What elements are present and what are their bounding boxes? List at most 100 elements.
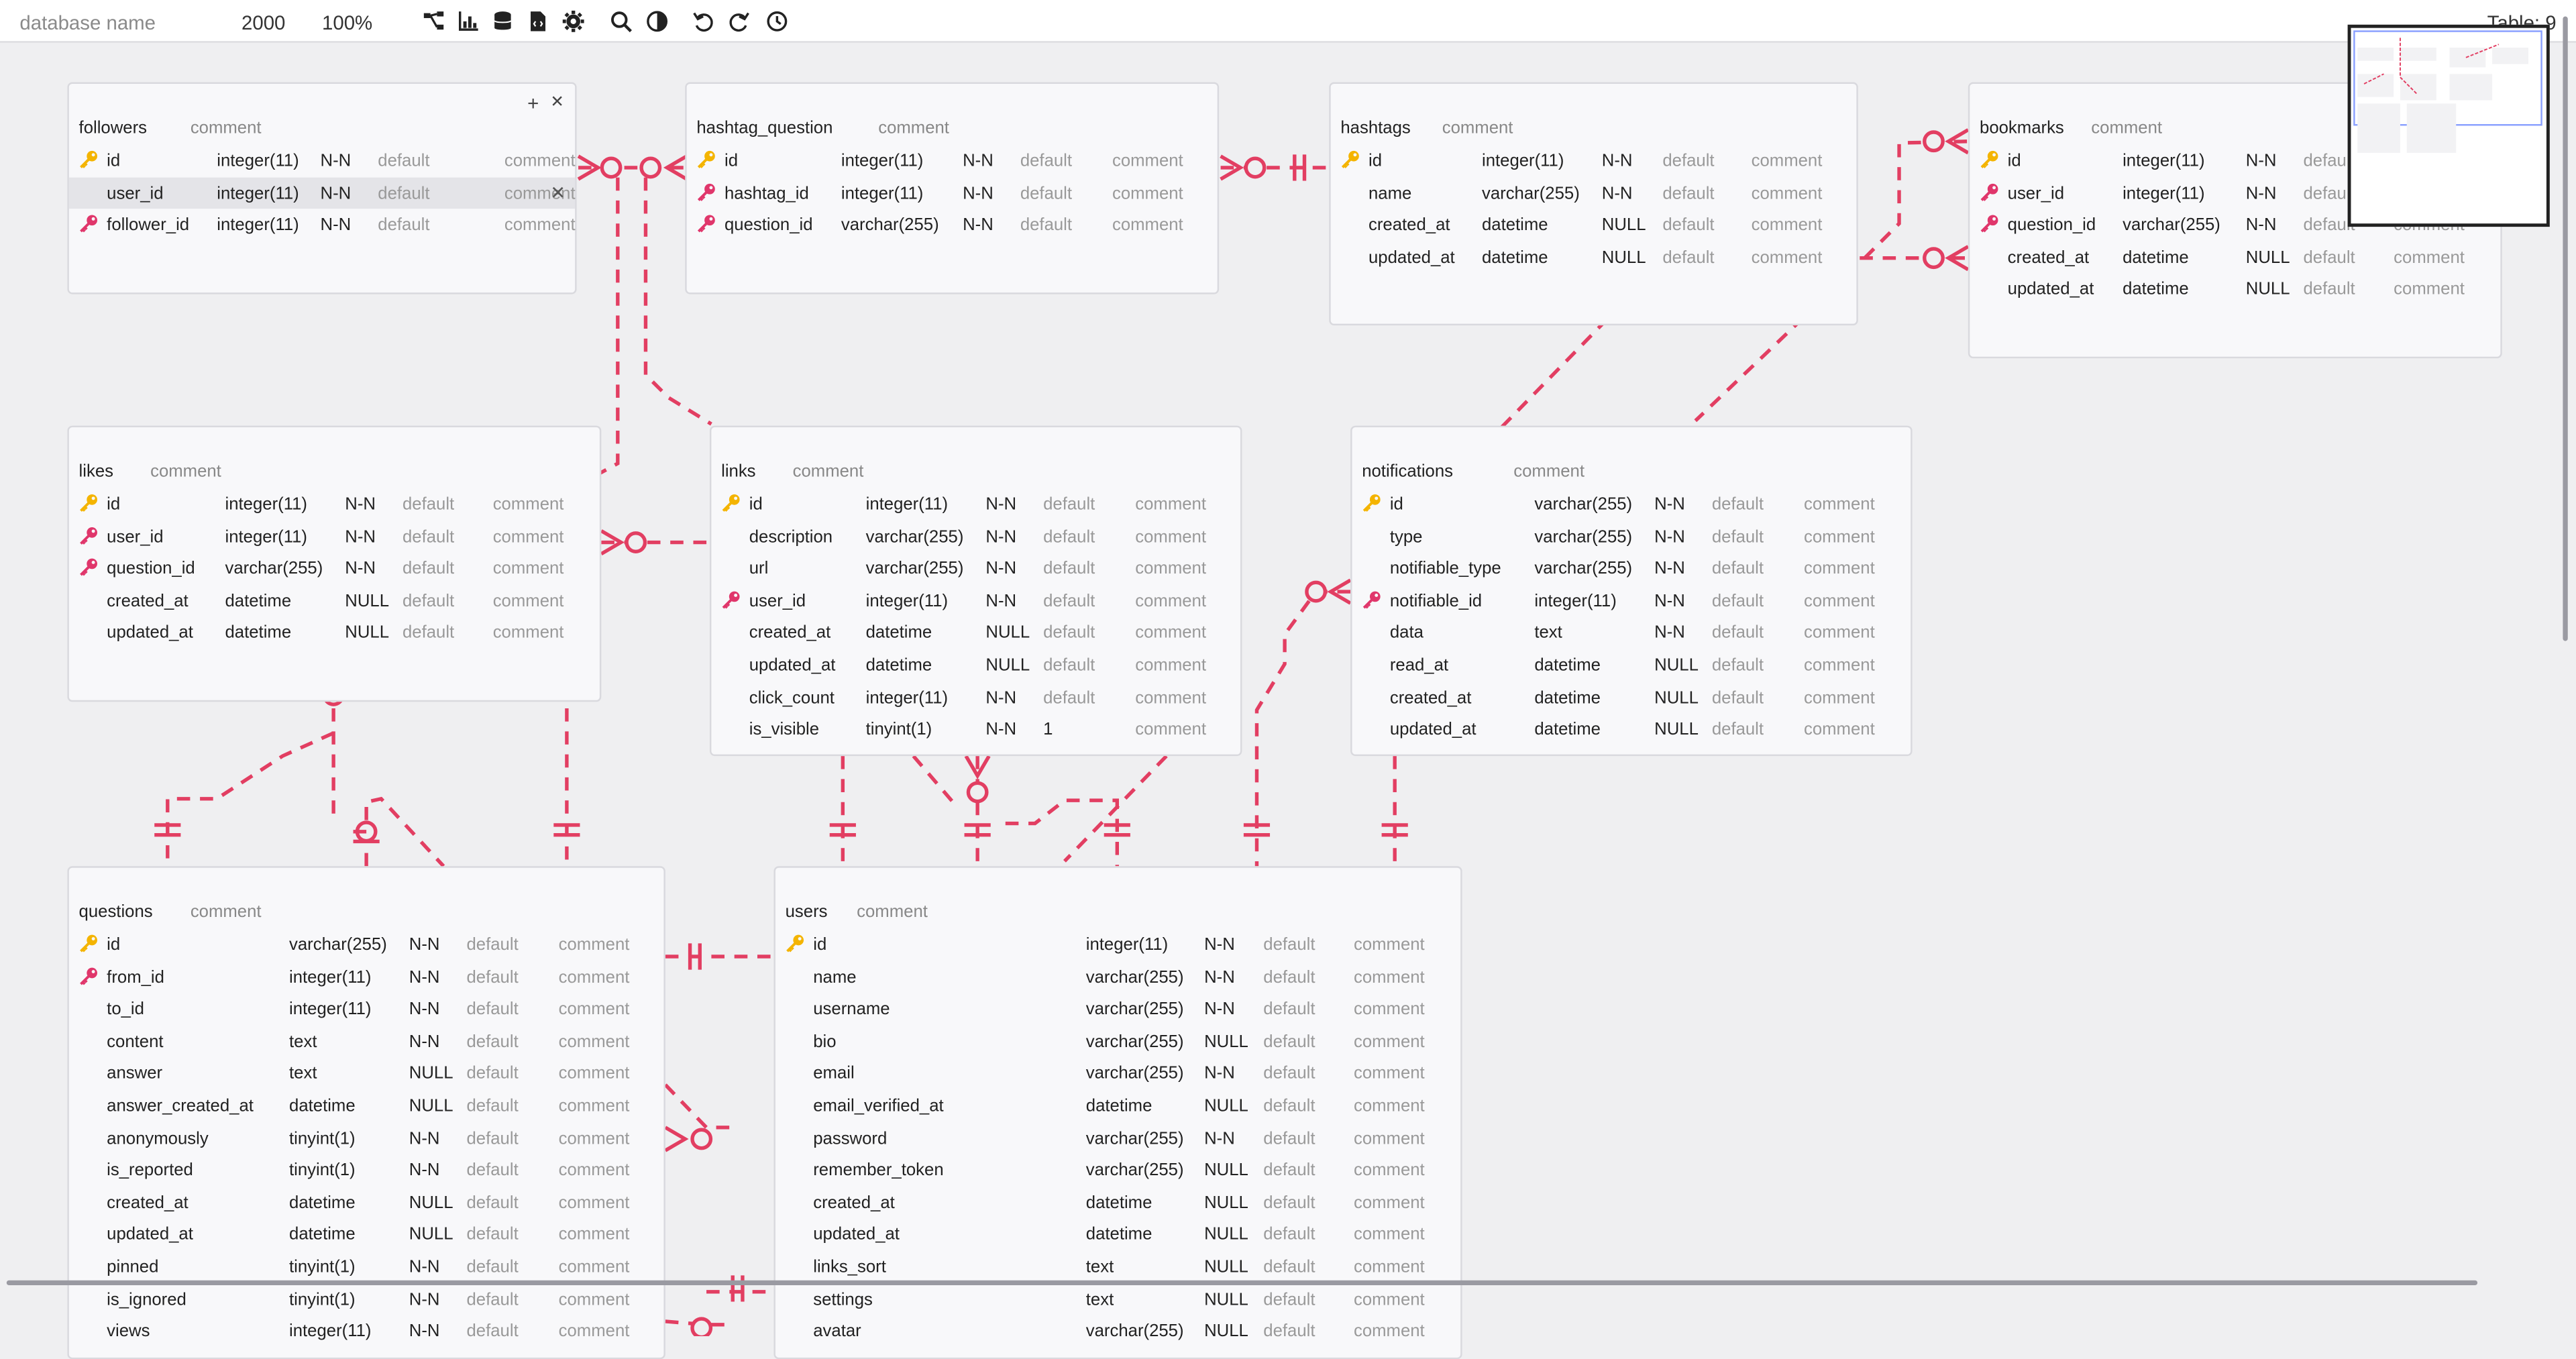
- delete-column-icon[interactable]: ✕: [550, 183, 566, 203]
- code-file-icon[interactable]: [526, 10, 549, 33]
- column-nullable[interactable]: N-N: [1204, 1128, 1235, 1148]
- column-default[interactable]: default: [402, 591, 455, 611]
- column-row[interactable]: is_ignored tinyint(1) N-N default comment: [69, 1283, 664, 1315]
- column-name[interactable]: email: [813, 1064, 855, 1084]
- column-nullable[interactable]: N-N: [963, 215, 994, 235]
- column-row[interactable]: updated_at datetime NULL default comment: [1352, 714, 1911, 746]
- column-default[interactable]: default: [1711, 591, 1764, 611]
- column-name[interactable]: to_id: [107, 999, 144, 1020]
- column-default[interactable]: default: [1263, 1096, 1316, 1116]
- column-nullable[interactable]: NULL: [1204, 1032, 1248, 1052]
- column-default[interactable]: default: [466, 1225, 519, 1245]
- column-name[interactable]: pinned: [107, 1257, 159, 1277]
- column-nullable[interactable]: NULL: [1204, 1257, 1248, 1277]
- column-comment[interactable]: comment: [1112, 215, 1183, 235]
- column-row[interactable]: created_at datetime NULL default comment: [1352, 682, 1911, 714]
- column-name[interactable]: created_at: [1389, 688, 1472, 708]
- column-name[interactable]: answer_created_at: [107, 1096, 254, 1116]
- column-type[interactable]: tinyint(1): [289, 1257, 356, 1277]
- column-comment[interactable]: comment: [1751, 151, 1823, 171]
- column-type[interactable]: integer(11): [217, 183, 299, 203]
- add-column-icon[interactable]: +: [527, 92, 539, 115]
- diagram-canvas[interactable]: followers comment + ✕ id integer(11) N-N defaul…: [0, 43, 2576, 1359]
- vertical-scrollbar[interactable]: [2563, 16, 2568, 641]
- column-comment[interactable]: comment: [558, 967, 630, 987]
- column-name[interactable]: id: [107, 935, 121, 955]
- column-type[interactable]: varchar(255): [289, 935, 387, 955]
- delete-table-icon[interactable]: ✕: [550, 93, 564, 112]
- column-nullable[interactable]: N-N: [985, 720, 1017, 741]
- column-nullable[interactable]: N-N: [1204, 967, 1235, 987]
- column-row[interactable]: links_sort text NULL default comment: [775, 1251, 1460, 1283]
- column-name[interactable]: remember_token: [813, 1160, 944, 1181]
- column-comment[interactable]: comment: [558, 1096, 630, 1116]
- column-type[interactable]: varchar(255): [1534, 494, 1633, 514]
- column-nullable[interactable]: NULL: [1654, 655, 1699, 676]
- column-row[interactable]: updated_at datetime NULL default comment: [69, 1219, 664, 1251]
- table-name[interactable]: likes: [78, 461, 114, 482]
- column-row[interactable]: question_id varchar(255) N-N default comment: [687, 209, 1218, 241]
- column-default[interactable]: default: [1711, 494, 1764, 514]
- column-nullable[interactable]: NULL: [2245, 280, 2290, 300]
- column-comment[interactable]: comment: [1353, 967, 1425, 987]
- column-default[interactable]: default: [1662, 248, 1715, 268]
- column-type[interactable]: datetime: [1481, 215, 1548, 235]
- column-type[interactable]: text: [1534, 623, 1562, 643]
- column-name[interactable]: updated_at: [1389, 720, 1477, 741]
- column-name[interactable]: id: [813, 935, 827, 955]
- column-default[interactable]: default: [1711, 527, 1764, 547]
- column-type[interactable]: varchar(255): [1085, 967, 1184, 987]
- column-type[interactable]: varchar(255): [865, 559, 964, 579]
- column-name[interactable]: is_visible: [749, 720, 820, 741]
- column-type[interactable]: integer(11): [1085, 935, 1169, 955]
- column-row[interactable]: answer_created_at datetime NULL default comm…: [69, 1089, 664, 1122]
- auto-layout-icon[interactable]: [422, 10, 445, 33]
- column-type[interactable]: text: [1085, 1289, 1114, 1309]
- column-type[interactable]: integer(11): [289, 967, 372, 987]
- column-name[interactable]: created_at: [2007, 248, 2090, 268]
- column-comment[interactable]: comment: [558, 1321, 630, 1342]
- column-comment[interactable]: comment: [1353, 1096, 1425, 1116]
- table-hashtag-question[interactable]: hashtag_question comment id integer(11) N-N d…: [685, 82, 1220, 294]
- column-default[interactable]: default: [1263, 999, 1316, 1020]
- column-nullable[interactable]: N-N: [985, 591, 1017, 611]
- column-row[interactable]: updated_at datetime NULL default comment: [69, 617, 600, 649]
- column-comment[interactable]: comment: [1803, 720, 1875, 741]
- column-comment[interactable]: comment: [1353, 1289, 1425, 1309]
- column-type[interactable]: varchar(255): [841, 215, 939, 235]
- column-name[interactable]: updated_at: [2007, 280, 2094, 300]
- canvas-size-input[interactable]: 2000: [241, 11, 286, 35]
- column-comment[interactable]: comment: [1353, 1160, 1425, 1181]
- column-name[interactable]: updated_at: [749, 655, 836, 676]
- column-type[interactable]: text: [1085, 1257, 1114, 1277]
- column-default[interactable]: default: [1043, 655, 1095, 676]
- column-name[interactable]: created_at: [1368, 215, 1450, 235]
- column-default[interactable]: default: [1043, 591, 1095, 611]
- column-type[interactable]: varchar(255): [1085, 1032, 1184, 1052]
- column-default[interactable]: default: [402, 527, 455, 547]
- column-type[interactable]: tinyint(1): [865, 720, 932, 741]
- column-comment[interactable]: comment: [558, 1289, 630, 1309]
- column-row[interactable]: type varchar(255) N-N default comment: [1352, 521, 1911, 553]
- table-name[interactable]: followers: [78, 118, 148, 138]
- column-comment[interactable]: comment: [1135, 559, 1207, 579]
- column-name[interactable]: notifiable_id: [1389, 591, 1483, 611]
- column-name[interactable]: bio: [813, 1032, 837, 1052]
- column-row[interactable]: anonymously tinyint(1) N-N default comment: [69, 1122, 664, 1154]
- column-default[interactable]: default: [1263, 1064, 1316, 1084]
- column-name[interactable]: data: [1389, 623, 1424, 643]
- column-row[interactable]: created_at datetime NULL default comment: [711, 617, 1240, 649]
- column-type[interactable]: integer(11): [2123, 151, 2205, 171]
- column-default[interactable]: default: [1711, 688, 1764, 708]
- column-nullable[interactable]: N-N: [409, 967, 440, 987]
- column-row[interactable]: id integer(11) N-N default comment: [1331, 145, 1857, 177]
- column-nullable[interactable]: N-N: [2245, 183, 2277, 203]
- column-comment[interactable]: comment: [1112, 151, 1183, 171]
- column-type[interactable]: datetime: [865, 655, 932, 676]
- column-nullable[interactable]: N-N: [345, 559, 376, 579]
- column-default[interactable]: default: [466, 1096, 519, 1116]
- column-nullable[interactable]: N-N: [985, 527, 1017, 547]
- column-nullable[interactable]: NULL: [1204, 1160, 1248, 1181]
- table-name[interactable]: hashtag_question: [696, 118, 833, 138]
- horizontal-scrollbar[interactable]: [6, 1280, 2478, 1286]
